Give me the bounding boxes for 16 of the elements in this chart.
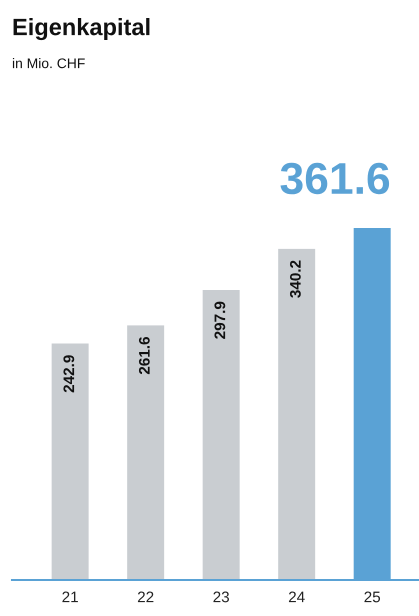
chart-subtitle: in Mio. CHF	[12, 58, 85, 68]
bar	[202, 290, 240, 580]
x-tick-label: 22	[138, 592, 154, 602]
data-label: 361.6	[280, 162, 390, 194]
chart-title: Eigenkapital	[14, 18, 150, 40]
data-label: 340.2	[290, 260, 301, 298]
x-tick-label: 24	[288, 592, 305, 602]
bar	[127, 325, 164, 580]
data-label: 242.9	[63, 355, 74, 392]
x-tick-label: 25	[364, 592, 380, 602]
bar	[278, 248, 316, 580]
data-label: 297.9	[214, 302, 226, 339]
bar	[52, 344, 89, 580]
x-tick-label: 23	[213, 592, 229, 602]
x-tick-label: 21	[62, 592, 78, 602]
data-label: 261.6	[138, 337, 150, 374]
